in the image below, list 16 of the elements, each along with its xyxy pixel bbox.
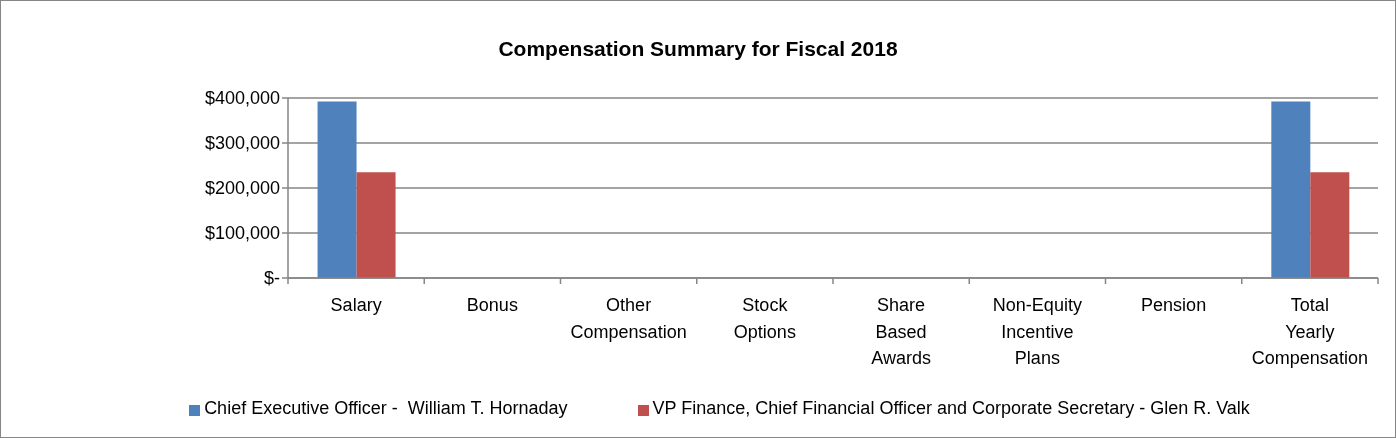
x-tick-label: Salary (330, 295, 382, 315)
legend-label: VP Finance, Chief Financial Officer and Corporate Secretary - Glen R. Valk (652, 398, 1250, 418)
y-tick-label: $100,000 (204, 223, 280, 244)
x-tick-label: Stock Options (733, 295, 796, 342)
legend-label: Chief Executive Officer - William T. Hornaday (204, 398, 568, 418)
x-tick-label: Pension (1141, 295, 1207, 315)
y-tick-label: $300,000 (204, 133, 280, 154)
chart-title: Compensation Summary for Fiscal 2018 (497, 37, 899, 61)
y-tick-label: $200,000 (204, 178, 280, 199)
x-tick-label: Share Based Awards (871, 295, 931, 368)
y-tick-label: $- (263, 268, 280, 289)
y-tick-label: $400,000 (204, 88, 280, 109)
x-tick-label: Other Compensation (570, 295, 687, 342)
x-tick-label: Bonus (466, 295, 518, 315)
x-tick-label: Non-Equity Incentive Plans (992, 295, 1082, 368)
x-tick-label: Total Yearly Compensation (1251, 295, 1368, 368)
